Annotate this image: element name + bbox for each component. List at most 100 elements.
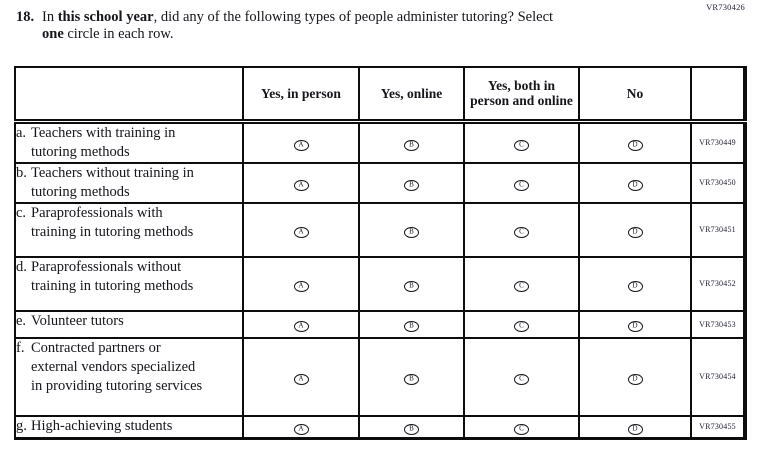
column-header-yes-both: Yes, both in person and online	[463, 66, 580, 124]
option-c-bubble[interactable]: C	[514, 321, 529, 332]
row-code: VR730453	[690, 309, 746, 339]
option-c-letter: C	[519, 321, 524, 330]
option-b-letter: B	[409, 424, 414, 433]
option-d-letter: D	[632, 180, 638, 188]
option-c-letter: C	[519, 424, 524, 433]
table-row-f: f. Contracted partners or external vendor…	[14, 336, 746, 417]
question-seg: In	[42, 9, 58, 25]
option-a-letter: A	[298, 424, 304, 433]
option-c-bubble[interactable]: C	[514, 139, 529, 151]
option-c-letter: C	[519, 281, 524, 289]
option-d-bubble[interactable]: D	[627, 179, 643, 191]
option-d-letter: D	[632, 321, 638, 330]
row-code: VR730449	[690, 120, 746, 164]
question-seg-bold: one	[42, 26, 64, 42]
option-d-bubble[interactable]: D	[627, 280, 643, 292]
row-code: VR730450	[690, 161, 746, 204]
option-a-bubble[interactable]: A	[293, 179, 309, 191]
option-d-bubble[interactable]: D	[627, 226, 643, 238]
option-a-letter: A	[298, 281, 304, 289]
option-a-bubble[interactable]: A	[293, 280, 309, 292]
option-b-bubble[interactable]: B	[404, 139, 419, 151]
option-d-bubble[interactable]: D	[627, 321, 643, 332]
question-seg-bold: this school year	[57, 9, 154, 25]
option-a-letter: A	[298, 374, 304, 382]
row-label: c. Paraprofessionals with training in tut…	[14, 201, 244, 258]
table-row-c: c. Paraprofessionals with training in tut…	[14, 201, 746, 258]
option-a-letter: A	[298, 321, 304, 330]
row-label-text: Teachers without training in tutoring me…	[31, 164, 194, 200]
option-d-letter: D	[632, 424, 638, 433]
row-label: e. Volunteer tutors	[14, 309, 244, 339]
option-c-letter: C	[519, 374, 524, 382]
option-c-bubble[interactable]: C	[514, 226, 529, 238]
option-b-bubble[interactable]: B	[404, 226, 419, 238]
option-c-letter: C	[519, 180, 524, 188]
row-code: VR730454	[690, 336, 746, 417]
option-b-bubble[interactable]: B	[404, 179, 419, 191]
option-b-bubble[interactable]: B	[404, 423, 419, 435]
row-letter: a.	[16, 124, 27, 141]
table-row-e: e. Volunteer tutors A B C D VR730453	[14, 309, 746, 339]
option-b-letter: B	[409, 140, 414, 148]
row-label: g. High-achieving students	[14, 414, 244, 440]
option-a-bubble[interactable]: A	[293, 226, 309, 238]
option-b-letter: B	[409, 281, 414, 289]
option-d-letter: D	[632, 140, 638, 148]
column-header-yes-in-person: Yes, in person	[242, 66, 360, 124]
row-label-text: Volunteer tutors	[31, 312, 124, 329]
option-d-letter: D	[632, 281, 638, 289]
table-row-b: b. Teachers without training in tutoring …	[14, 161, 746, 204]
row-label-text: Paraprofessionals with training in tutor…	[31, 204, 194, 240]
table-row-g: g. High-achieving students A B C D VR7304…	[14, 414, 746, 440]
question-text: In this school year, did any of the foll…	[42, 9, 690, 43]
option-c-bubble[interactable]: C	[514, 280, 529, 292]
row-code: VR730452	[690, 255, 746, 312]
option-b-letter: B	[409, 180, 414, 188]
column-header-no: No	[578, 66, 692, 124]
row-letter: b.	[16, 164, 27, 181]
header-row: Yes, in person Yes, online Yes, both in …	[14, 66, 746, 124]
option-c-letter: C	[519, 140, 524, 148]
option-a-letter: A	[298, 180, 304, 188]
row-letter: g.	[16, 417, 27, 434]
option-a-bubble[interactable]: A	[293, 373, 309, 385]
row-label-text: High-achieving students	[31, 417, 173, 434]
option-b-letter: B	[409, 321, 414, 330]
table-row-d: d. Paraprofessionals without training in …	[14, 255, 746, 312]
question-seg: circle in each row.	[63, 26, 174, 42]
row-label-text: Teachers with training in tutoring metho…	[31, 124, 176, 160]
option-c-bubble[interactable]: C	[514, 423, 529, 435]
row-letter: f.	[16, 339, 25, 356]
row-label: a. Teachers with training in tutoring met…	[14, 120, 244, 164]
option-b-bubble[interactable]: B	[404, 321, 419, 332]
option-b-bubble[interactable]: B	[404, 373, 419, 385]
option-a-bubble[interactable]: A	[293, 139, 309, 151]
option-a-bubble[interactable]: A	[293, 423, 309, 435]
question-seg: , did any of the following types of peop…	[153, 9, 554, 25]
column-header-code-blank	[690, 66, 746, 124]
option-b-letter: B	[409, 374, 414, 382]
row-label: f. Contracted partners or external vendor…	[14, 336, 244, 417]
option-d-bubble[interactable]: D	[627, 373, 643, 385]
row-code: VR730455	[690, 414, 746, 440]
option-d-bubble[interactable]: D	[627, 423, 643, 435]
row-label-text: Paraprofessionals without training in tu…	[31, 258, 194, 294]
option-d-letter: D	[632, 227, 638, 235]
option-a-bubble[interactable]: A	[293, 321, 309, 332]
option-d-bubble[interactable]: D	[627, 139, 643, 151]
row-code: VR730451	[690, 201, 746, 258]
row-letter: e.	[16, 312, 27, 329]
option-c-letter: C	[519, 227, 524, 235]
option-c-bubble[interactable]: C	[514, 373, 529, 385]
question-18: 18. In this school year, did any of the …	[16, 9, 690, 43]
option-c-bubble[interactable]: C	[514, 179, 529, 191]
option-a-letter: A	[298, 140, 304, 148]
option-b-bubble[interactable]: B	[404, 280, 419, 292]
tutoring-administrators-table: Yes, in person Yes, online Yes, both in …	[14, 66, 747, 440]
question-number: 18.	[16, 9, 35, 25]
row-letter: d.	[16, 258, 27, 275]
form-code-top-right: VR730426	[706, 2, 745, 12]
column-header-yes-online: Yes, online	[358, 66, 465, 124]
row-label: b. Teachers without training in tutoring …	[14, 161, 244, 204]
